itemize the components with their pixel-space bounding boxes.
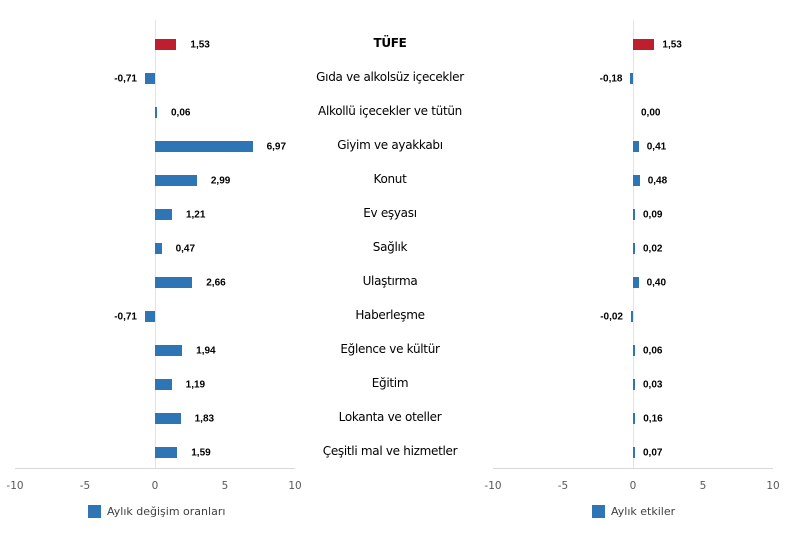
legend-label: Aylık değişim oranları <box>107 505 226 518</box>
bar <box>155 276 193 288</box>
category-label: Alkollü içecekler ve tütün <box>318 104 462 118</box>
data-label: 0,03 <box>643 379 663 391</box>
data-label: 0,40 <box>646 277 667 289</box>
x-axis-line <box>493 468 773 469</box>
bar <box>633 276 639 288</box>
x-tick-label: 0 <box>151 480 159 492</box>
legend-swatch <box>592 505 605 518</box>
bar <box>155 446 178 458</box>
x-tick-label: 10 <box>766 480 780 492</box>
category-label: Ulaştırma <box>362 274 418 288</box>
x-tick-label: -10 <box>6 480 24 492</box>
x-tick-label: 5 <box>221 480 229 492</box>
x-axis-line <box>15 468 295 469</box>
bar <box>633 378 635 390</box>
category-label: Eğlence ve kültür <box>340 342 440 356</box>
category-label: Giyim ve ayakkabı <box>337 138 443 152</box>
data-label: 6,97 <box>266 141 287 153</box>
bar <box>155 174 197 186</box>
bar <box>631 310 633 322</box>
data-label: 1,83 <box>194 413 215 425</box>
category-label: Eğitim <box>371 376 409 390</box>
x-tick-label: -5 <box>79 480 91 492</box>
data-label: -0,71 <box>114 311 137 323</box>
bar <box>155 378 172 390</box>
data-label: 0,02 <box>643 243 663 255</box>
x-tick-label: 5 <box>699 480 707 492</box>
category-label: Konut <box>373 172 407 186</box>
data-label: 0,48 <box>647 175 668 187</box>
x-tick-label: -5 <box>557 480 569 492</box>
bar <box>633 412 636 424</box>
data-label: 1,19 <box>185 379 206 391</box>
bar <box>633 446 635 458</box>
category-label: Çeşitli mal ve hizmetler <box>322 444 458 458</box>
bar <box>155 38 177 50</box>
category-label: TÜFE <box>373 36 407 50</box>
bar <box>633 344 635 356</box>
data-label: 0,06 <box>171 107 191 119</box>
bar <box>155 106 157 118</box>
data-label: 1,21 <box>185 209 206 221</box>
bar <box>633 174 640 186</box>
bar <box>155 140 253 152</box>
data-label: 0,41 <box>646 141 667 153</box>
x-tick-label: 10 <box>288 480 302 492</box>
x-tick-label: -10 <box>484 480 502 492</box>
bar <box>630 72 633 84</box>
data-label: 0,47 <box>175 243 196 255</box>
bar <box>633 208 635 220</box>
data-label: 0,07 <box>643 447 663 459</box>
category-label: Ev eşyası <box>363 206 417 220</box>
legend: Aylık değişim oranları <box>88 505 225 518</box>
data-label: -0,18 <box>599 73 623 85</box>
bar <box>155 208 172 220</box>
bar <box>145 72 155 84</box>
data-label: -0,02 <box>600 311 623 323</box>
x-tick-label: 0 <box>629 480 637 492</box>
legend-label: Aylık etkiler <box>611 505 676 518</box>
data-label: 0,00 <box>641 107 661 119</box>
legend-swatch <box>88 505 101 518</box>
bar <box>155 242 162 254</box>
data-label: 1,59 <box>191 447 211 459</box>
bar <box>633 38 655 50</box>
data-label: -0,71 <box>114 73 137 85</box>
bar <box>145 310 155 322</box>
data-label: 0,06 <box>643 345 663 357</box>
bar <box>633 242 635 254</box>
data-label: 1,94 <box>196 345 216 357</box>
data-label: 0,09 <box>643 209 663 221</box>
data-label: 0,16 <box>643 413 663 425</box>
bar <box>155 412 181 424</box>
bar <box>633 140 639 152</box>
bar <box>155 344 183 356</box>
category-label: Lokanta ve oteller <box>338 410 442 424</box>
legend: Aylık etkiler <box>592 505 675 518</box>
category-label: Haberleşme <box>355 308 425 322</box>
data-label: 1,53 <box>190 39 210 51</box>
data-label: 1,53 <box>662 39 682 51</box>
category-label: Sağlık <box>372 240 408 254</box>
data-label: 2,99 <box>210 175 231 187</box>
data-label: 2,66 <box>206 277 226 289</box>
category-label: Gıda ve alkolsüz içecekler <box>316 70 464 84</box>
